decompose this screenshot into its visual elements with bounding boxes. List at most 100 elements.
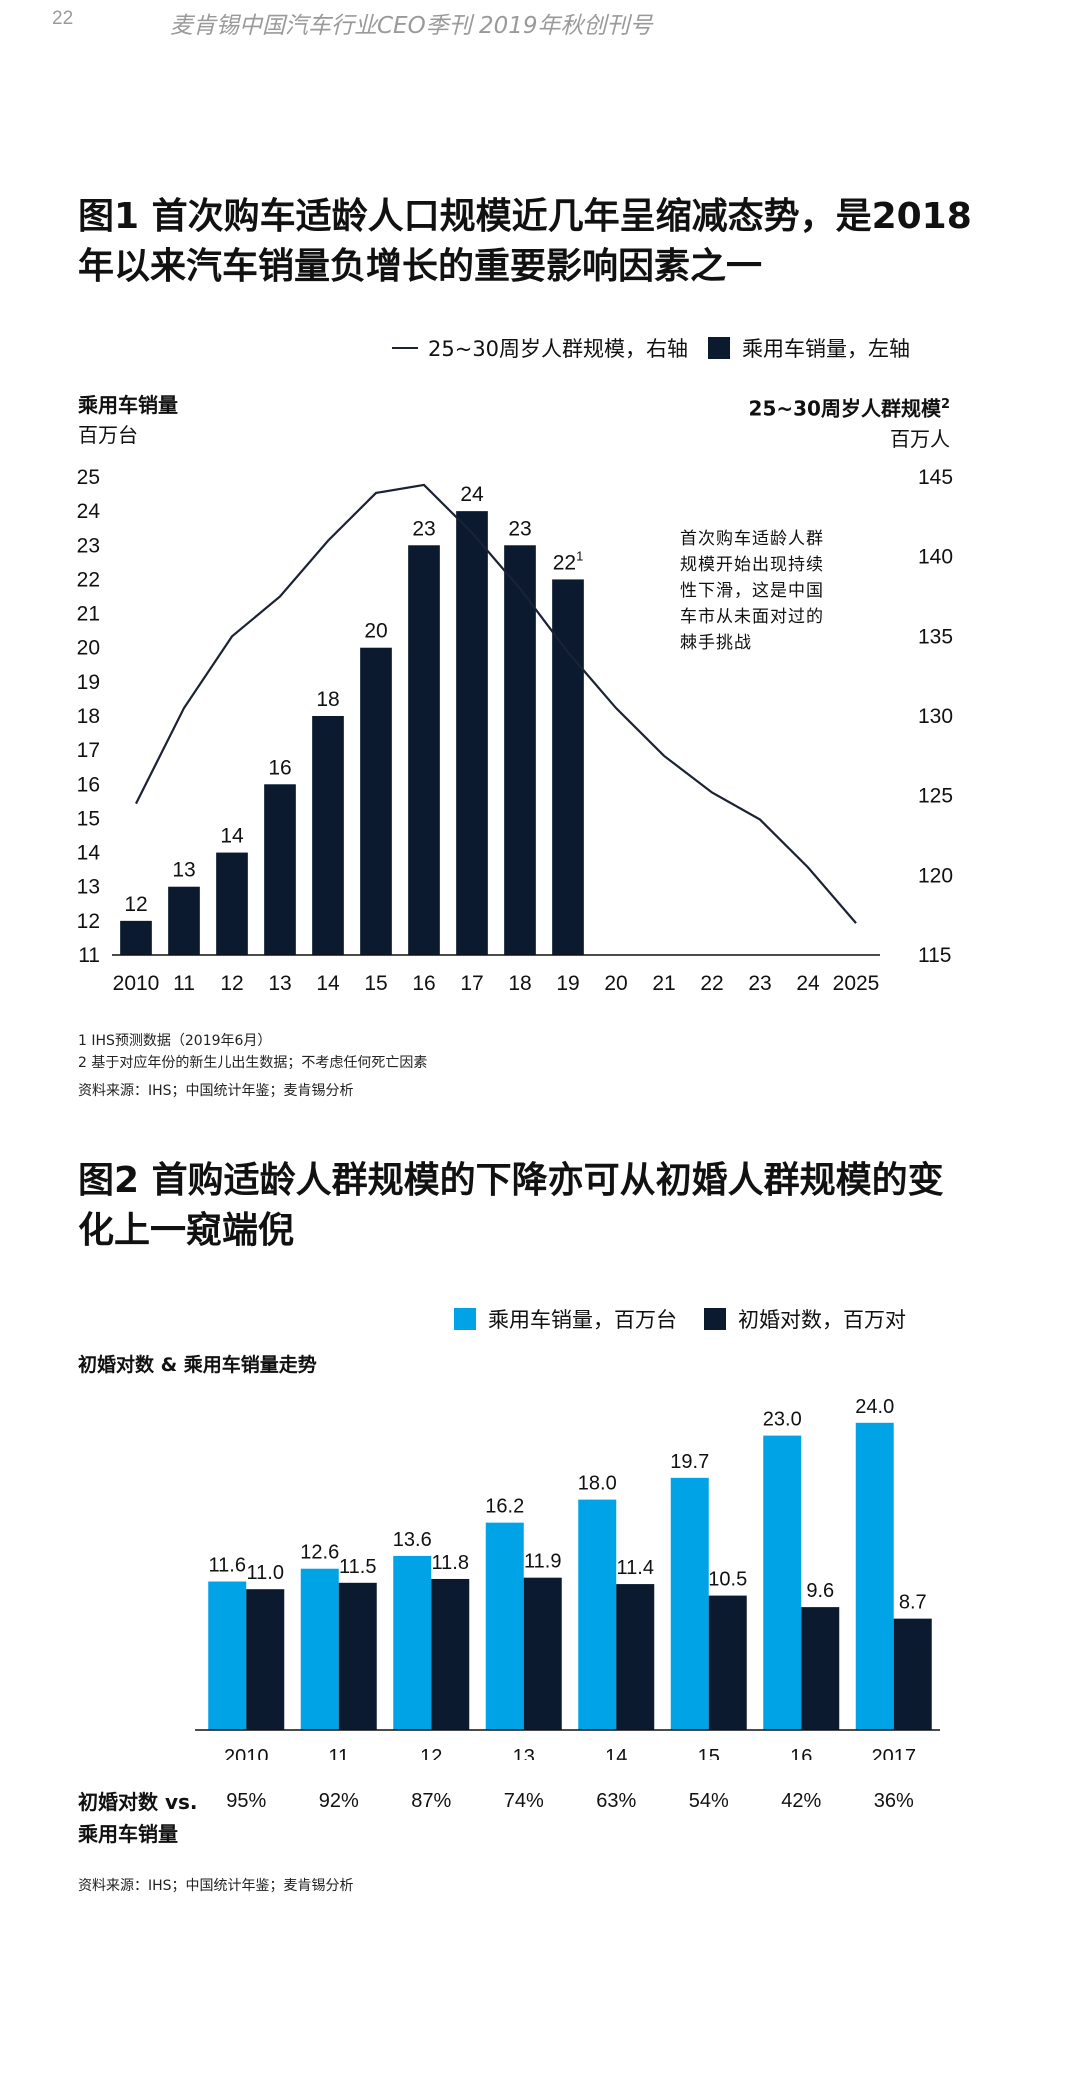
figure2-legend-marriage: 初婚对数，百万对 — [704, 1304, 906, 1334]
left-tick-label: 22 — [77, 568, 100, 591]
bar-swatch — [708, 337, 730, 359]
ratio-value: 92% — [318, 1790, 359, 1812]
figure1-title-line2: 年以来汽车销量负增长的重要影响因素之一 — [78, 246, 763, 287]
right-tick-label: 140 — [918, 546, 953, 569]
left-tick-label: 17 — [77, 739, 100, 762]
left-tick-label: 16 — [77, 773, 100, 796]
right-tick-label: 115 — [918, 944, 951, 967]
marriage-bar — [616, 1584, 655, 1730]
marriage-bar — [893, 1618, 932, 1730]
x-tick-label: 14 — [316, 972, 340, 995]
bar-value-label: 20 — [364, 620, 387, 643]
sales-swatch — [454, 1308, 476, 1330]
sales-bar — [216, 852, 248, 955]
marriage-bar — [246, 1589, 285, 1730]
ratio-value: 95% — [226, 1790, 267, 1812]
bar-value-label: 16 — [268, 756, 291, 779]
x-tick-label: 24 — [796, 972, 820, 995]
bar-value-label: 10.5 — [708, 1569, 747, 1591]
sales-bar — [312, 716, 344, 955]
figure1-left-axis-title: 乘用车销量 百万台 — [78, 393, 178, 447]
sales-bar — [120, 920, 152, 955]
sales-bar — [264, 784, 296, 955]
publication-header: 麦肯锡中国汽车行业CEO季刊 2019年秋创刊号 — [170, 13, 653, 39]
bar-value-label: 9.6 — [806, 1580, 834, 1602]
x-tick-label: 11 — [328, 1746, 349, 1760]
figure1-title-line1: 图1 首次购车适龄人口规模近几年呈缩减态势，是2018 — [78, 196, 972, 237]
marriage-bar — [431, 1578, 470, 1730]
bar-value-label: 23.0 — [763, 1409, 802, 1431]
right-tick-label: 145 — [918, 466, 953, 489]
sales-bar — [456, 511, 488, 955]
bar-value-label: 11.4 — [617, 1557, 654, 1579]
x-tick-label: 16 — [790, 1746, 812, 1760]
bar-value-label: 11.9 — [524, 1551, 561, 1573]
bar-value-label: 18.0 — [578, 1473, 617, 1495]
x-tick-label: 14 — [605, 1746, 627, 1760]
marriage-bar — [523, 1577, 562, 1730]
sales-bar — [408, 545, 440, 955]
figure1-title: 图1 首次购车适龄人口规模近几年呈缩减态势，是2018 年以来汽车销量负增长的重… — [78, 192, 978, 292]
bar-value-label: 24.0 — [855, 1396, 894, 1418]
x-tick-label: 11 — [173, 972, 195, 995]
sales-bar — [552, 579, 584, 955]
x-tick-label: 16 — [412, 972, 435, 995]
bar-value-label: 8.7 — [899, 1592, 927, 1614]
x-tick-label: 12 — [220, 972, 243, 995]
ratio-value: 54% — [688, 1790, 729, 1812]
left-tick-label: 13 — [77, 876, 100, 899]
bar-value-label: 14 — [220, 825, 244, 848]
sales-bar — [168, 886, 200, 955]
bar-value-label: 23 — [412, 517, 435, 540]
x-tick-label: 19 — [556, 972, 579, 995]
marriage-swatch — [704, 1308, 726, 1330]
sales-bar — [300, 1568, 339, 1730]
figure1-right-axis-title: 25~30周岁人群规模2 百万人 — [748, 396, 950, 451]
left-tick-label: 25 — [77, 466, 100, 489]
figure1-legend-bar: 乘用车销量，左轴 — [708, 333, 910, 363]
left-tick-label: 20 — [77, 637, 100, 660]
bar-value-label: 11.8 — [432, 1552, 469, 1574]
figure1-legend-line: 25~30周岁人群规模，右轴 — [392, 333, 688, 363]
page-number: 22 — [52, 8, 74, 29]
marriage-bar — [708, 1595, 747, 1730]
ratio-value: 74% — [503, 1790, 544, 1812]
marriage-bar — [801, 1607, 840, 1730]
figure2-chart: 11.6 12.6 13.6 16.2 18.0 19.7 23.0 24.0 11.0 11.5… — [195, 1396, 940, 1760]
bar-value-label: 19.7 — [670, 1451, 709, 1473]
left-tick-label: 24 — [77, 500, 101, 523]
bar-value-label: 18 — [316, 688, 339, 711]
left-tick-label: 21 — [77, 603, 100, 626]
x-tick-label: 2017 — [872, 1746, 917, 1760]
ratio-value: 42% — [781, 1790, 822, 1812]
x-tick-label: 17 — [460, 972, 483, 995]
right-tick-label: 120 — [918, 864, 953, 887]
right-tick-label: 125 — [918, 785, 953, 808]
population-line — [135, 483, 857, 924]
left-tick-label: 11 — [78, 944, 100, 967]
x-tick-label: 21 — [652, 972, 675, 995]
ratio-value: 87% — [411, 1790, 452, 1812]
figure2-source: 资料来源：IHS；中国统计年鉴；麦肯锡分析 — [78, 1878, 354, 1894]
bar-value-label: 11.5 — [339, 1556, 376, 1578]
footnote-2: 2 基于对应年份的新生儿出生数据；不考虑任何死亡因素 — [78, 1055, 428, 1071]
x-tick-label: 18 — [508, 972, 531, 995]
figure1-source: 资料来源：IHS；中国统计年鉴；麦肯锡分析 — [78, 1083, 354, 1099]
sales-bar — [360, 647, 392, 955]
sales-bar — [855, 1422, 894, 1730]
ratio-label: 初婚对数 vs. 乘用车销量 — [78, 1790, 198, 1846]
left-tick-label: 19 — [77, 671, 100, 694]
x-tick-label: 13 — [513, 1746, 535, 1760]
sales-bar — [208, 1581, 247, 1730]
footnote-1: 1 IHS预测数据（2019年6月） — [78, 1033, 272, 1049]
x-tick-label: 13 — [268, 972, 291, 995]
left-tick-label: 18 — [77, 705, 100, 728]
right-tick-label: 135 — [918, 625, 953, 648]
x-tick-label: 15 — [364, 972, 387, 995]
figure2-legend-sales: 乘用车销量，百万台 — [454, 1304, 677, 1334]
x-tick-label: 22 — [700, 972, 723, 995]
figure1-annotation: 首次购车适龄人群 规模开始出现持续 性下滑，这是中国 车市从未面对过的 棘手挑战 — [680, 529, 824, 653]
sales-bar — [485, 1522, 524, 1730]
figure2-title-line2: 化上一窥端倪 — [78, 1210, 295, 1251]
left-tick-label: 15 — [77, 807, 100, 830]
